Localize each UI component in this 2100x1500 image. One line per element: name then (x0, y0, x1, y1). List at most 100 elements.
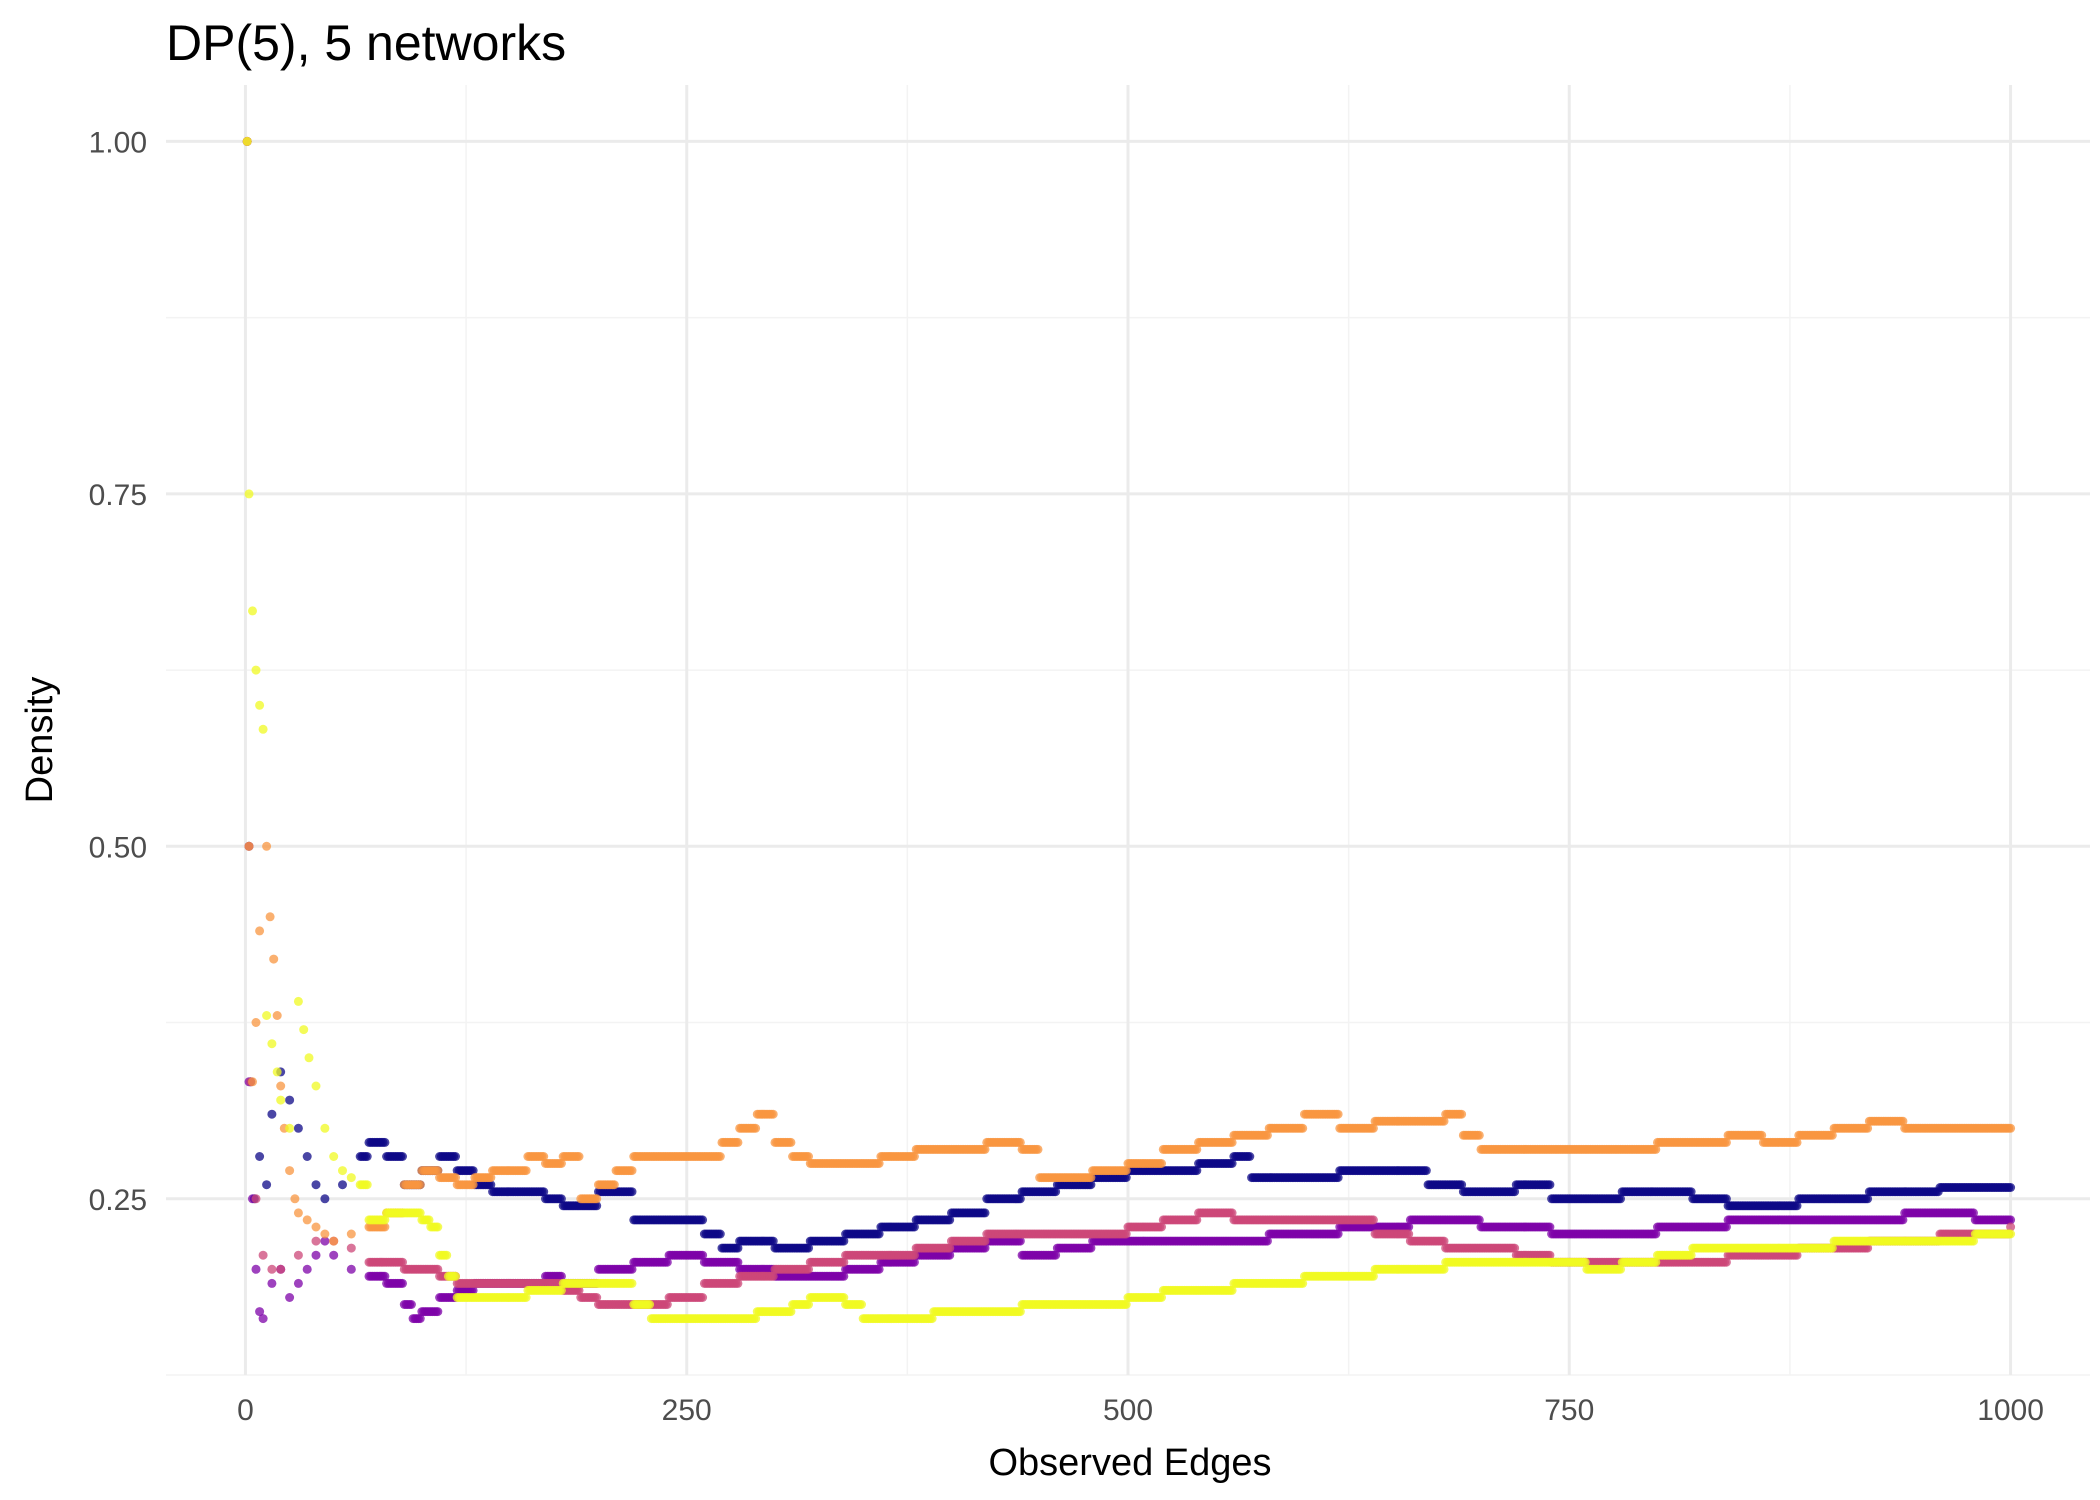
data-point (1086, 1180, 1096, 1190)
data-point (945, 1250, 955, 1260)
data-point (556, 1159, 566, 1168)
data-point (1863, 1194, 1873, 1204)
data-point (1333, 1109, 1343, 1119)
data-point (302, 1152, 312, 1161)
data-point (1721, 1194, 1731, 1204)
data-point (1827, 1243, 1837, 1253)
data-point (380, 1137, 390, 1147)
data-point (2006, 1183, 2016, 1192)
data-point (1474, 1130, 1484, 1140)
data-point (311, 1250, 321, 1260)
data-point (1969, 1208, 1978, 1218)
data-point (244, 489, 254, 499)
data-point (698, 1250, 708, 1260)
data-point (556, 1285, 566, 1295)
data-point (293, 1278, 303, 1288)
data-point (1192, 1166, 1202, 1176)
data-point (1439, 1116, 1449, 1126)
data-point (2006, 1215, 2016, 1225)
data-point (1157, 1293, 1166, 1302)
data-point (1227, 1137, 1237, 1147)
data-point (786, 1307, 796, 1317)
data-point (329, 1236, 339, 1246)
data-point (839, 1236, 849, 1246)
data-point (311, 1180, 321, 1190)
data-point (1033, 1144, 1043, 1154)
data-point (662, 1257, 672, 1267)
data-point (1721, 1137, 1731, 1147)
data-point (442, 1250, 452, 1260)
data-point (255, 926, 265, 936)
data-point (267, 1264, 277, 1274)
data-point (1651, 1257, 1661, 1267)
data-point (1686, 1250, 1696, 1260)
data-point (1051, 1187, 1061, 1197)
data-point (1121, 1229, 1131, 1239)
data-point (398, 1152, 407, 1161)
data-point (255, 1152, 265, 1161)
data-point (269, 954, 279, 964)
data-point (262, 1180, 272, 1190)
series-5 (242, 136, 2016, 1324)
data-point (909, 1250, 919, 1260)
data-point (320, 1236, 330, 1246)
data-point (451, 1271, 460, 1281)
data-point (839, 1257, 849, 1267)
data-point (1616, 1194, 1625, 1204)
data-point (415, 1208, 425, 1218)
data-point (293, 1208, 303, 1218)
data-points (242, 136, 2016, 1324)
x-tick-label: 500 (1103, 1394, 1153, 1427)
data-point (1404, 1222, 1414, 1232)
data-point (751, 1123, 761, 1133)
data-point (980, 1236, 990, 1246)
data-point (715, 1152, 725, 1161)
data-point (909, 1257, 919, 1267)
data-point (574, 1285, 584, 1295)
data-point (1333, 1229, 1343, 1239)
data-point (285, 1293, 295, 1302)
data-point (1227, 1285, 1237, 1295)
data-point (804, 1243, 813, 1253)
x-axis-label: Observed Edges (988, 1442, 1271, 1484)
data-point (786, 1137, 796, 1147)
data-point (1510, 1243, 1520, 1253)
data-point (258, 724, 268, 734)
data-point (380, 1271, 390, 1281)
data-point (1898, 1116, 1908, 1126)
data-point (1721, 1222, 1731, 1232)
data-point (248, 1077, 257, 1087)
data-point (1157, 1222, 1166, 1232)
data-point (1051, 1250, 1061, 1260)
data-point (1474, 1215, 1484, 1225)
data-point (1580, 1257, 1590, 1267)
data-point (751, 1314, 761, 1324)
data-point (945, 1215, 955, 1225)
y-tick-label: 0.75 (89, 479, 147, 512)
data-point (1262, 1130, 1272, 1140)
data-point (255, 1307, 265, 1317)
data-point (302, 1215, 312, 1225)
data-point (380, 1215, 390, 1225)
data-point (251, 1018, 261, 1027)
data-point (362, 1152, 372, 1161)
data-point (1015, 1307, 1025, 1317)
data-point (415, 1180, 425, 1190)
data-point (2006, 1229, 2016, 1239)
data-point (1192, 1144, 1202, 1154)
data-point (1792, 1137, 1802, 1147)
data-point (2006, 1123, 2016, 1133)
data-point (302, 1264, 312, 1274)
data-point (320, 1194, 330, 1204)
data-point (380, 1222, 390, 1232)
data-point (468, 1285, 478, 1295)
data-point (592, 1194, 602, 1204)
data-point (698, 1215, 708, 1225)
grid (166, 85, 2090, 1376)
data-point (1545, 1250, 1555, 1260)
data-point (627, 1187, 637, 1197)
data-point (733, 1137, 743, 1147)
data-point (311, 1222, 321, 1232)
data-point (768, 1271, 778, 1281)
data-point (486, 1173, 496, 1183)
